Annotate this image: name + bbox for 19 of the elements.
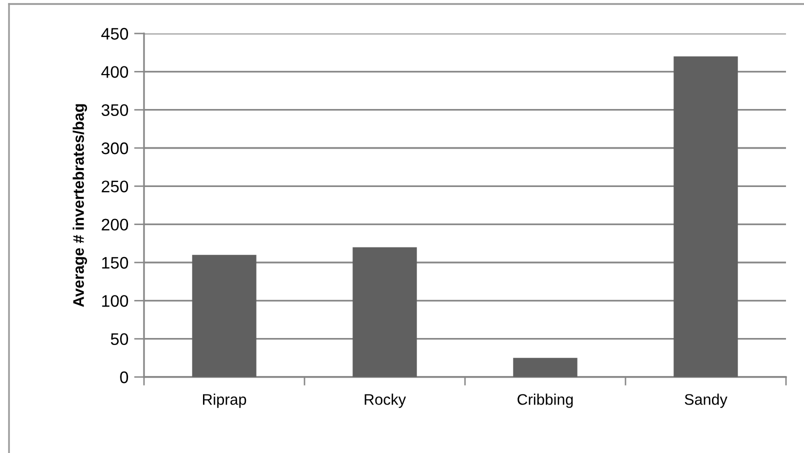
y-tick-label: 200 xyxy=(102,218,128,231)
y-tick-label: 400 xyxy=(101,66,128,78)
y-tick-label: 450 xyxy=(101,28,128,40)
y-tick-label: 350 xyxy=(102,104,128,116)
y-tick-label: 300 xyxy=(102,142,128,154)
y-tick-label: 250 xyxy=(102,180,128,192)
bar xyxy=(513,358,578,377)
y-tick-label: 100 xyxy=(102,295,128,307)
y-tick-label: 0 xyxy=(120,371,128,384)
bar xyxy=(674,56,738,377)
x-tick-label: Sandy xyxy=(684,394,728,408)
y-axis-title: Average # invertebrates/bag xyxy=(72,104,88,307)
x-tick-label: Rocky xyxy=(364,394,406,408)
y-tick-label: 50 xyxy=(110,333,128,346)
bar xyxy=(192,254,256,377)
x-tick-label: Riprap xyxy=(203,394,246,408)
y-tick-label: 150 xyxy=(102,256,128,269)
bar xyxy=(352,247,417,377)
x-tick-label: Cribbing xyxy=(518,394,573,408)
